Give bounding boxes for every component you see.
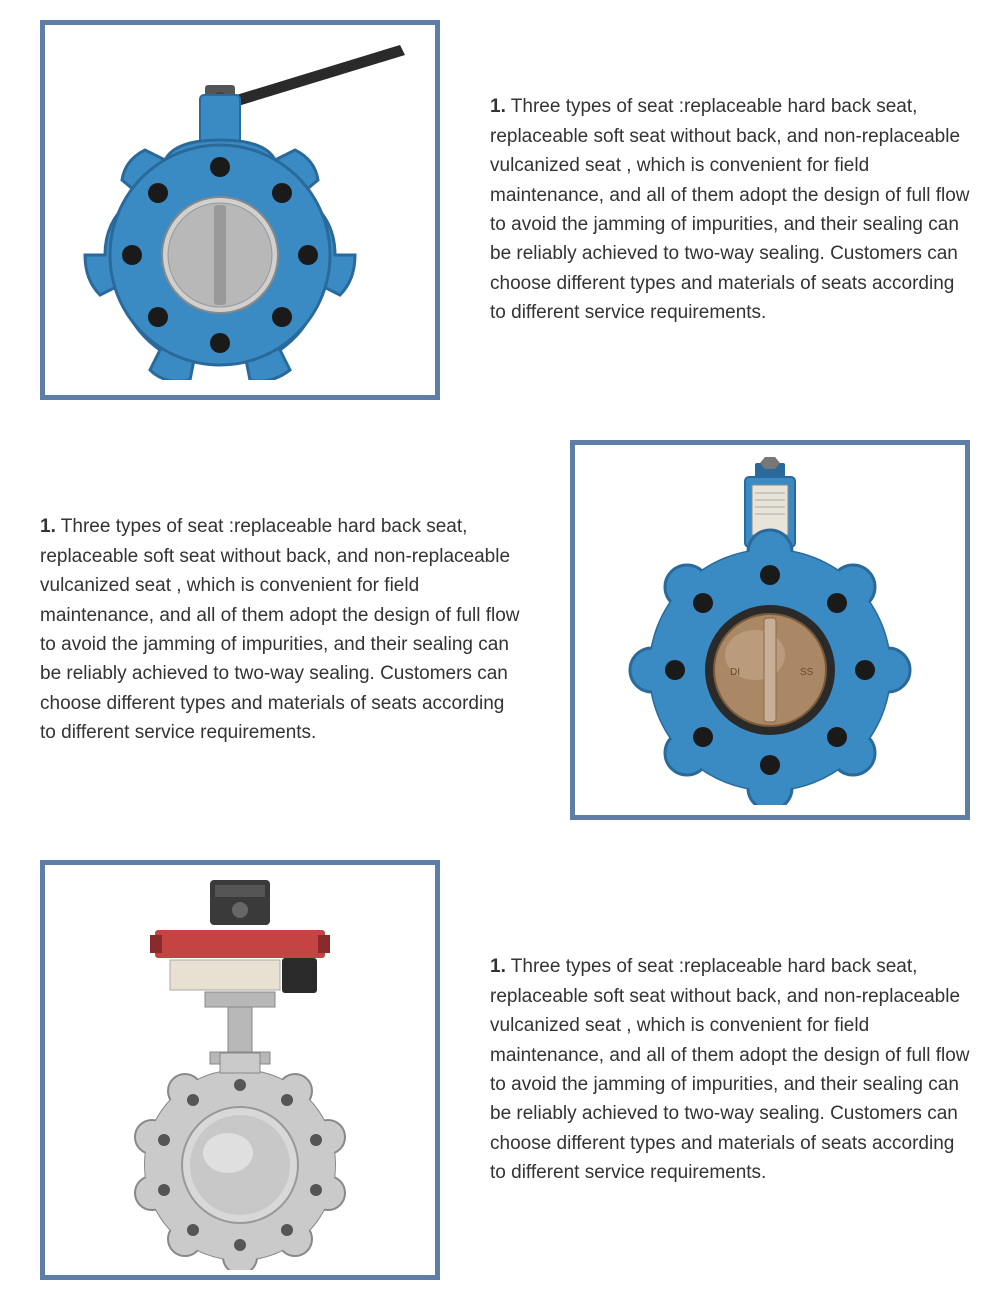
product-image-3 [40,860,440,1280]
row-2: 1. Three types of seat :replaceable hard… [0,420,1000,840]
svg-text:SS: SS [800,667,814,678]
item-text: Three types of seat :replaceable hard ba… [490,956,970,1183]
svg-text:DI: DI [730,667,740,678]
row-3: 1. Three types of seat :replaceable hard… [0,840,1000,1300]
description-2: 1. Three types of seat :replaceable hard… [40,512,520,748]
description-3: 1. Three types of seat :replaceable hard… [490,952,970,1188]
product-image-1 [40,20,440,400]
product-image-2: DI SS [570,440,970,820]
item-text: Three types of seat :replaceable hard ba… [490,96,970,323]
description-1: 1. Three types of seat :replaceable hard… [490,92,970,328]
row-1: 1. Three types of seat :replaceable hard… [0,0,1000,420]
item-text: Three types of seat :replaceable hard ba… [40,516,520,743]
item-number: 1. [490,96,506,117]
item-number: 1. [490,956,506,977]
item-number: 1. [40,516,56,537]
